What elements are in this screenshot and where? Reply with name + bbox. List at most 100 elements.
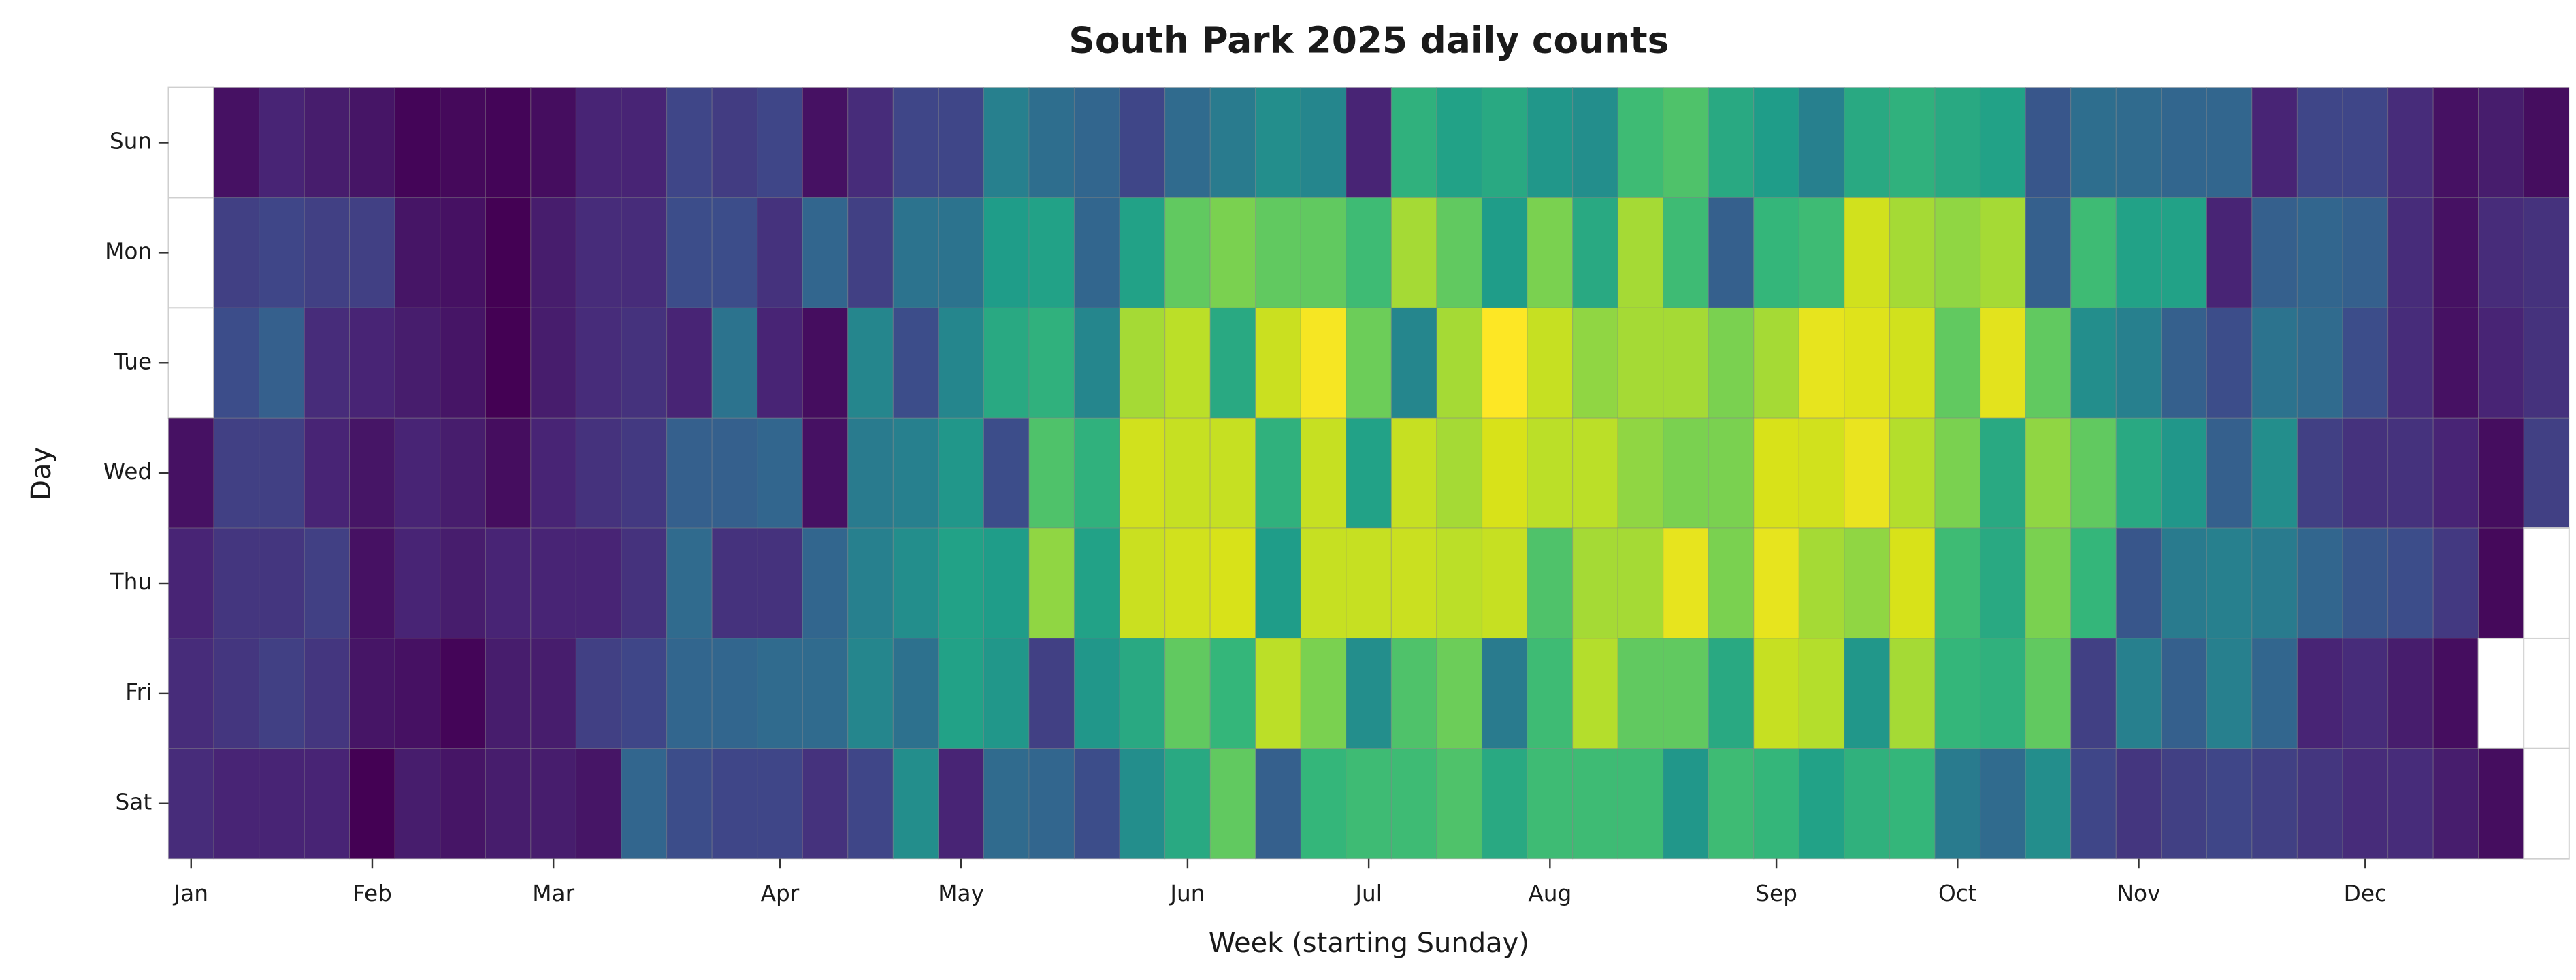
cell xyxy=(1255,197,1301,308)
cell xyxy=(1527,86,1574,199)
cell xyxy=(1798,307,1845,419)
cell xyxy=(2251,748,2298,860)
cell xyxy=(1798,527,1845,639)
cell xyxy=(621,86,668,199)
cell xyxy=(1436,197,1483,308)
cell xyxy=(2115,638,2162,749)
cell xyxy=(2523,307,2570,419)
cell xyxy=(983,748,1030,860)
cell xyxy=(1572,197,1618,308)
cell xyxy=(167,417,214,529)
cell xyxy=(1164,748,1211,860)
cell xyxy=(1527,638,1574,749)
cell xyxy=(575,197,622,308)
cell xyxy=(485,86,532,199)
cell xyxy=(1073,638,1120,749)
cell xyxy=(1346,307,1392,419)
cell xyxy=(1844,197,1891,308)
cell xyxy=(485,638,532,749)
cell xyxy=(1119,307,1166,419)
cell xyxy=(802,197,849,308)
cell xyxy=(2115,197,2162,308)
cell xyxy=(2251,417,2298,529)
cell xyxy=(1255,86,1301,199)
cell xyxy=(1708,527,1755,639)
cell xyxy=(2296,307,2343,419)
cell xyxy=(1663,86,1709,199)
cell xyxy=(258,748,305,860)
cell xyxy=(258,197,305,308)
cell xyxy=(1979,417,2026,529)
cell xyxy=(1663,748,1709,860)
x-tick-label: Apr xyxy=(761,881,800,906)
cell xyxy=(575,307,622,419)
cell xyxy=(1164,86,1211,199)
cell xyxy=(757,527,803,639)
cell xyxy=(1073,748,1120,860)
empty-cell xyxy=(2523,527,2570,639)
cell xyxy=(2387,748,2434,860)
cell xyxy=(304,748,350,860)
cell xyxy=(1073,307,1120,419)
cell xyxy=(1617,86,1664,199)
cell xyxy=(1390,527,1437,639)
empty-cell xyxy=(167,86,215,199)
cell xyxy=(2115,307,2162,419)
x-tick-label: Feb xyxy=(353,881,392,906)
x-tick-label: Dec xyxy=(2344,881,2387,906)
cell xyxy=(2206,197,2253,308)
cell xyxy=(892,86,939,199)
cell xyxy=(2251,307,2298,419)
cell xyxy=(530,527,577,639)
cell xyxy=(2478,417,2524,529)
empty-cell xyxy=(2523,637,2570,749)
cell xyxy=(2251,638,2298,749)
cell xyxy=(1889,527,1936,639)
cell xyxy=(802,638,849,749)
cell xyxy=(2296,197,2343,308)
cell xyxy=(847,86,894,199)
cell xyxy=(2161,197,2207,308)
cell xyxy=(711,417,758,529)
cell xyxy=(1753,307,1799,419)
cell xyxy=(1572,307,1618,419)
cell xyxy=(802,307,849,419)
cell xyxy=(1346,638,1392,749)
cell xyxy=(1663,307,1709,419)
cell xyxy=(938,86,985,199)
cell xyxy=(1255,417,1301,529)
cell xyxy=(1844,748,1891,860)
cell xyxy=(666,307,713,419)
cell xyxy=(1934,638,1981,749)
cell xyxy=(1889,197,1936,308)
cell xyxy=(575,638,622,749)
cell xyxy=(167,527,214,639)
cell xyxy=(2432,748,2479,860)
cell xyxy=(394,748,441,860)
cell xyxy=(1979,527,2026,639)
cell xyxy=(711,307,758,419)
cell xyxy=(1753,748,1799,860)
cell xyxy=(1390,307,1437,419)
cell xyxy=(1028,527,1075,639)
x-tick-label: Nov xyxy=(2117,881,2161,906)
cell xyxy=(2070,417,2117,529)
cell xyxy=(1300,417,1347,529)
cell xyxy=(1844,527,1891,639)
cell xyxy=(847,638,894,749)
cell xyxy=(2387,86,2434,199)
cell xyxy=(1979,748,2026,860)
cell xyxy=(1934,86,1981,199)
cell xyxy=(2432,86,2479,199)
cell xyxy=(1572,417,1618,529)
cell xyxy=(485,527,532,639)
cell xyxy=(440,307,486,419)
empty-cell xyxy=(2523,747,2570,860)
cell xyxy=(1708,417,1755,529)
cell xyxy=(1527,197,1574,308)
cell xyxy=(1119,638,1166,749)
cell xyxy=(1979,197,2026,308)
cell xyxy=(2206,307,2253,419)
cell xyxy=(1300,197,1347,308)
cell xyxy=(2296,638,2343,749)
